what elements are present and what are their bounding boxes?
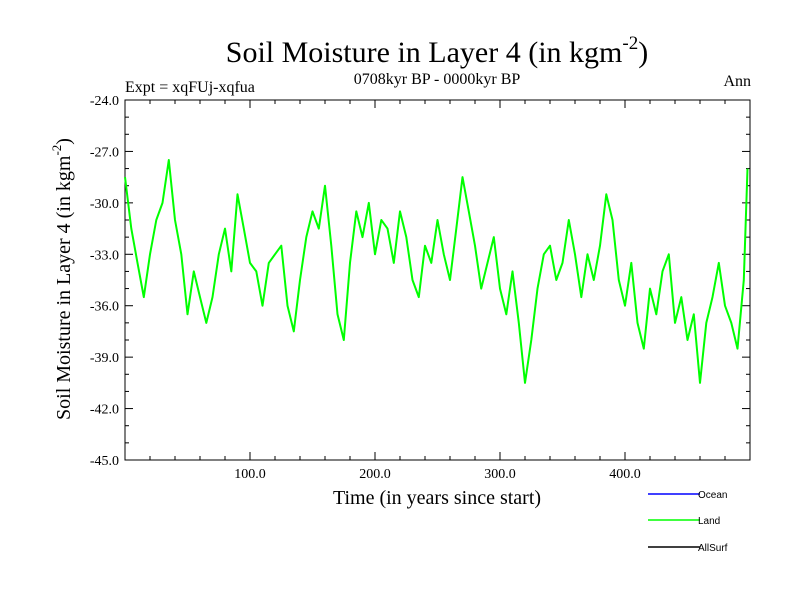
legend-label-land: Land <box>698 516 720 527</box>
y-tick-label: -39.0 <box>90 351 119 366</box>
y-axis-label: Soil Moisture in Layer 4 (in kgm-2) <box>49 138 75 420</box>
plot-frame <box>124 99 751 461</box>
x-tick-label: 200.0 <box>359 467 391 482</box>
x-axis-label: Time (in years since start) <box>333 487 541 509</box>
y-tick-label: -42.0 <box>90 403 119 418</box>
y-tick-label: -27.0 <box>90 145 119 160</box>
legend-label-allsurf: AllSurf <box>698 543 728 554</box>
experiment-label: Expt = xqFUj-xqfua <box>125 79 255 96</box>
legend: Ocean Land AllSurf <box>648 490 728 554</box>
x-tick-label: 400.0 <box>609 467 641 482</box>
y-tick-label: -24.0 <box>90 94 119 109</box>
chart-title: Soil Moisture in Layer 4 (in kgm-2) <box>226 33 648 69</box>
series-line-land <box>124 159 749 384</box>
legend-label-ocean: Ocean <box>698 490 727 501</box>
chart-subtitle: 0708kyr BP - 0000kyr BP <box>354 71 521 88</box>
x-axis-ticks: 100.0 200.0 300.0 400.0 <box>149 100 726 482</box>
season-label: Ann <box>723 73 751 90</box>
y-tick-label: -45.0 <box>90 454 119 469</box>
y-tick-label: -36.0 <box>90 300 119 315</box>
x-tick-label: 300.0 <box>484 467 516 482</box>
y-tick-label: -33.0 <box>90 248 119 263</box>
y-tick-label: -30.0 <box>90 197 119 212</box>
y-axis-ticks: -45.0 -42.0 -39.0 -36.0 -33.0 -30.0 -27.0 -24.0 <box>90 94 750 469</box>
x-tick-label: 100.0 <box>234 467 266 482</box>
